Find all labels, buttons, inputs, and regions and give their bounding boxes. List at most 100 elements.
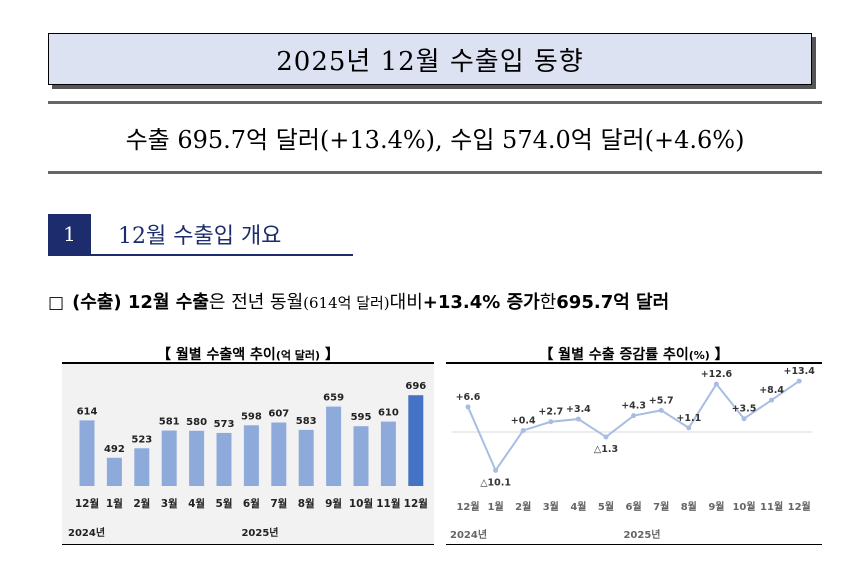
line-x-tick-label: 2월: [515, 501, 531, 513]
bar-x-tick-label: 8월: [298, 497, 315, 510]
bullet-prev-amount: (614억 달러): [303, 294, 390, 312]
line-point-9: [686, 425, 692, 431]
line-point-10: [713, 381, 719, 387]
line-data-label: +3.5: [732, 404, 757, 415]
line-point-2: [493, 467, 499, 473]
line-point-4: [548, 419, 554, 425]
line-x-tick-label: 9월: [708, 501, 724, 513]
bar-chart-top-rule: [62, 362, 434, 364]
bar-chart-title: 【 월별 수출액 추이(억 달러) 】: [157, 347, 339, 363]
bar-x-tick-label: 12월: [75, 497, 99, 510]
bar-x-tick-label: 9월: [325, 497, 342, 510]
line-data-label: +13.4: [783, 366, 815, 377]
bar-9: [298, 429, 314, 486]
bar-chart-bottom-rule: [62, 544, 434, 545]
bar-data-label: 573: [214, 419, 235, 430]
line-x-tick-label: 11월: [760, 501, 783, 513]
line-point-7: [631, 413, 637, 419]
line-x-tick-label: 5월: [598, 501, 614, 513]
section-number: 1: [48, 214, 91, 254]
bar-data-label: 614: [77, 406, 98, 417]
bar-data-label: 580: [186, 417, 207, 428]
line-point-3: [520, 427, 526, 433]
line-year-label-2025: 2025년: [623, 528, 660, 541]
line-point-6: [603, 434, 609, 440]
bar-10: [326, 406, 342, 486]
bar-data-label: 492: [104, 444, 125, 455]
bar-data-label: 595: [351, 412, 372, 423]
line-data-label: △1.3: [594, 444, 618, 455]
line-data-label: +3.4: [566, 404, 591, 415]
bullet-bold-export: (수출) 12월 수출: [72, 292, 209, 313]
line-point-13: [796, 378, 802, 384]
line-data-label: +12.6: [701, 369, 733, 380]
line-x-tick-label: 12월: [788, 501, 811, 513]
section-title: 12월 수출입 개요: [118, 224, 282, 249]
bar-year-label-2024: 2024년: [68, 526, 105, 539]
line-data-label: +8.4: [759, 385, 784, 396]
line-x-tick-label: 8월: [681, 501, 697, 513]
bar-x-tick-label: 5월: [216, 497, 233, 510]
bar-data-label: 523: [131, 434, 152, 445]
bullet-text: 한: [539, 292, 557, 313]
line-data-label: +5.7: [649, 395, 674, 406]
bar-12: [380, 421, 396, 486]
line-chart-title: 【 월별 수출 증감률 추이(%) 】: [539, 347, 729, 363]
bar-x-tick-label: 10월: [349, 497, 373, 510]
line-year-label-2024: 2024년: [450, 528, 487, 541]
line-data-label: +2.7: [538, 407, 563, 418]
line-data-label: +4.3: [621, 401, 646, 412]
bar-x-tick-label: 1월: [106, 497, 123, 510]
bullet-text: 대비: [389, 292, 423, 313]
line-x-tick-label: 3월: [543, 501, 559, 513]
bar-data-label: 659: [323, 393, 344, 404]
line-chart: +6.6 12월 △10.1 1월 +0.4 2월 +2.7 3월 +3.4 4월 △1.3 5월 +4…: [450, 366, 815, 541]
line-point-5: [575, 416, 581, 422]
line-point-11: [741, 416, 747, 422]
bullet-growth-rate: +13.4% 증가: [422, 292, 540, 313]
bar-x-tick-label: 12월: [404, 497, 428, 510]
bar-7: [243, 425, 259, 486]
line-x-tick-label: 6월: [626, 501, 642, 513]
line-x-tick-label: 4월: [570, 501, 586, 513]
bar-x-tick-label: 2월: [133, 497, 150, 510]
bar-13: [408, 395, 424, 486]
line-x-tick-label: 7월: [653, 501, 669, 513]
line-data-label: +6.6: [456, 392, 481, 403]
bar-x-tick-label: 7월: [270, 497, 287, 510]
bar-4: [161, 430, 177, 486]
bar-data-label: 696: [405, 381, 426, 392]
line-x-tick-label: 10월: [732, 501, 755, 513]
line-point-1: [465, 404, 471, 410]
line-x-tick-label: 12월: [456, 501, 479, 513]
bar-x-tick-label: 3월: [161, 497, 178, 510]
section-underline: [48, 254, 353, 256]
bar-data-label: 583: [296, 416, 317, 427]
page-title: 2025년 12월 수출입 동향: [48, 33, 812, 85]
bar-year-label-2025: 2025년: [241, 526, 278, 539]
summary-headline: 수출 695.7억 달러(+13.4%), 수입 574.0억 달러(+4.6%…: [125, 125, 745, 154]
bar-x-tick-label: 11월: [376, 497, 400, 510]
line-data-label: +1.1: [676, 413, 701, 424]
bar-3: [134, 448, 150, 486]
summary-top-divider: [48, 101, 822, 104]
bar-11: [353, 426, 369, 486]
line-x-tick-label: 1월: [488, 501, 504, 513]
summary-bottom-divider: [48, 171, 822, 174]
checkbox-bullet-icon: □: [48, 293, 65, 313]
line-chart-bottom-rule: [446, 544, 822, 545]
bar-data-label: 598: [241, 411, 262, 422]
bullet-export-amount: 695.7억 달러: [556, 292, 670, 313]
bar-data-label: 607: [268, 409, 289, 420]
line-point-8: [658, 407, 664, 413]
export-bullet: □ (수출) 12월 수출 은 전년 동월 (614억 달러) 대비 +13.4…: [48, 288, 838, 314]
bar-2: [106, 457, 122, 486]
bar-chart: 614 12월 492 1월 523 2월 581 3월 580 4월 573 5월 598 6월 607 7…: [62, 364, 434, 544]
bullet-text: 은 전년 동월: [208, 292, 304, 313]
bar-5: [189, 430, 205, 486]
line-point-12: [769, 397, 775, 403]
bar-6: [216, 432, 232, 486]
bar-x-tick-label: 6월: [243, 497, 260, 510]
bar-x-tick-label: 4월: [188, 497, 205, 510]
line-chart-top-rule: [446, 362, 822, 364]
